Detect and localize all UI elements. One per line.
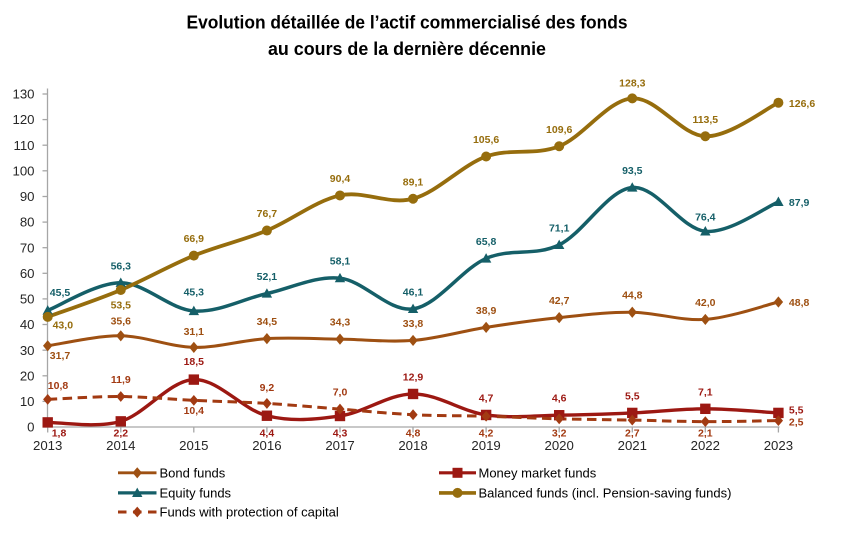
svg-text:70: 70 — [20, 240, 35, 255]
svg-text:10: 10 — [20, 394, 35, 409]
svg-text:2014: 2014 — [106, 438, 135, 453]
svg-text:Money market funds: Money market funds — [479, 465, 597, 480]
svg-text:45,3: 45,3 — [184, 287, 205, 299]
svg-text:50: 50 — [20, 292, 35, 307]
svg-text:2023: 2023 — [764, 438, 793, 453]
svg-text:120: 120 — [12, 112, 34, 127]
svg-text:2016: 2016 — [252, 438, 281, 453]
svg-text:2015: 2015 — [179, 438, 208, 453]
svg-text:90,4: 90,4 — [330, 173, 351, 185]
svg-text:90: 90 — [20, 189, 35, 204]
svg-text:87,9: 87,9 — [789, 197, 810, 209]
svg-text:4,2: 4,2 — [479, 428, 494, 440]
svg-text:Bond funds: Bond funds — [160, 465, 226, 480]
svg-text:42,7: 42,7 — [549, 295, 570, 307]
svg-text:128,3: 128,3 — [619, 77, 645, 89]
svg-text:12,9: 12,9 — [403, 372, 424, 384]
svg-text:20: 20 — [20, 368, 35, 383]
svg-text:34,5: 34,5 — [257, 316, 278, 328]
svg-text:48,8: 48,8 — [789, 297, 810, 309]
svg-text:9,2: 9,2 — [260, 382, 275, 394]
svg-text:89,1: 89,1 — [403, 176, 424, 188]
svg-text:2022: 2022 — [691, 438, 720, 453]
svg-text:4,8: 4,8 — [406, 428, 421, 440]
svg-text:au cours de la dernière décenn: au cours de la dernière décennie — [268, 38, 546, 59]
svg-text:2019: 2019 — [471, 438, 500, 453]
svg-text:7,0: 7,0 — [333, 387, 348, 399]
svg-text:4,3: 4,3 — [333, 428, 348, 440]
svg-text:66,9: 66,9 — [184, 233, 205, 245]
svg-text:18,5: 18,5 — [184, 356, 205, 368]
svg-text:4,6: 4,6 — [552, 393, 567, 405]
svg-text:2018: 2018 — [398, 438, 427, 453]
svg-text:Evolution détaillée de l’actif: Evolution détaillée de l’actif commercia… — [187, 12, 628, 33]
svg-text:42,0: 42,0 — [695, 297, 716, 309]
svg-text:33,8: 33,8 — [403, 318, 424, 330]
svg-text:11,9: 11,9 — [111, 374, 131, 386]
svg-text:5,5: 5,5 — [625, 390, 640, 402]
svg-text:109,6: 109,6 — [546, 124, 572, 136]
svg-text:10,4: 10,4 — [184, 405, 205, 417]
svg-text:4,7: 4,7 — [479, 393, 494, 405]
svg-text:93,5: 93,5 — [622, 165, 643, 177]
svg-text:110: 110 — [13, 138, 34, 153]
svg-text:2,2: 2,2 — [113, 428, 128, 440]
svg-text:Balanced funds (incl. Pension-: Balanced funds (incl. Pension-saving fun… — [479, 486, 732, 501]
svg-text:44,8: 44,8 — [622, 290, 643, 302]
svg-text:40: 40 — [20, 317, 35, 332]
svg-text:2,5: 2,5 — [789, 417, 804, 429]
svg-text:30: 30 — [20, 343, 35, 358]
svg-text:0: 0 — [27, 420, 34, 435]
svg-text:2017: 2017 — [325, 438, 354, 453]
svg-text:10,8: 10,8 — [48, 380, 69, 392]
svg-text:2021: 2021 — [618, 438, 647, 453]
svg-text:4,4: 4,4 — [260, 428, 275, 440]
svg-text:31,7: 31,7 — [50, 350, 71, 362]
svg-text:52,1: 52,1 — [257, 271, 278, 283]
svg-text:Equity funds: Equity funds — [160, 486, 232, 501]
svg-text:76,7: 76,7 — [257, 208, 278, 220]
svg-text:113,5: 113,5 — [692, 114, 718, 126]
svg-text:45,5: 45,5 — [50, 287, 71, 299]
svg-text:71,1: 71,1 — [549, 222, 570, 234]
svg-text:43,0: 43,0 — [53, 320, 74, 332]
svg-text:60: 60 — [20, 266, 35, 281]
svg-text:56,3: 56,3 — [111, 260, 132, 272]
svg-text:100: 100 — [12, 163, 34, 178]
svg-text:7,1: 7,1 — [698, 386, 713, 398]
svg-text:1,8: 1,8 — [52, 428, 67, 440]
svg-text:Funds with protection of capit: Funds with protection of capital — [160, 505, 339, 520]
svg-text:105,6: 105,6 — [473, 134, 499, 146]
svg-text:34,3: 34,3 — [330, 317, 351, 329]
svg-text:38,9: 38,9 — [476, 305, 497, 317]
svg-text:65,8: 65,8 — [476, 236, 497, 248]
svg-text:58,1: 58,1 — [330, 256, 351, 268]
svg-text:46,1: 46,1 — [403, 286, 424, 298]
svg-text:2013: 2013 — [33, 438, 62, 453]
svg-text:53,5: 53,5 — [111, 300, 132, 312]
svg-text:80: 80 — [20, 215, 35, 230]
svg-text:3,2: 3,2 — [552, 428, 567, 440]
svg-text:35,6: 35,6 — [111, 316, 132, 328]
svg-text:130: 130 — [12, 87, 34, 102]
svg-text:2,1: 2,1 — [698, 428, 713, 440]
svg-text:2020: 2020 — [545, 438, 574, 453]
svg-text:2,7: 2,7 — [625, 428, 640, 440]
svg-text:76,4: 76,4 — [695, 211, 716, 223]
svg-text:5,5: 5,5 — [789, 404, 804, 416]
svg-text:126,6: 126,6 — [789, 98, 815, 110]
svg-text:31,1: 31,1 — [184, 326, 205, 338]
